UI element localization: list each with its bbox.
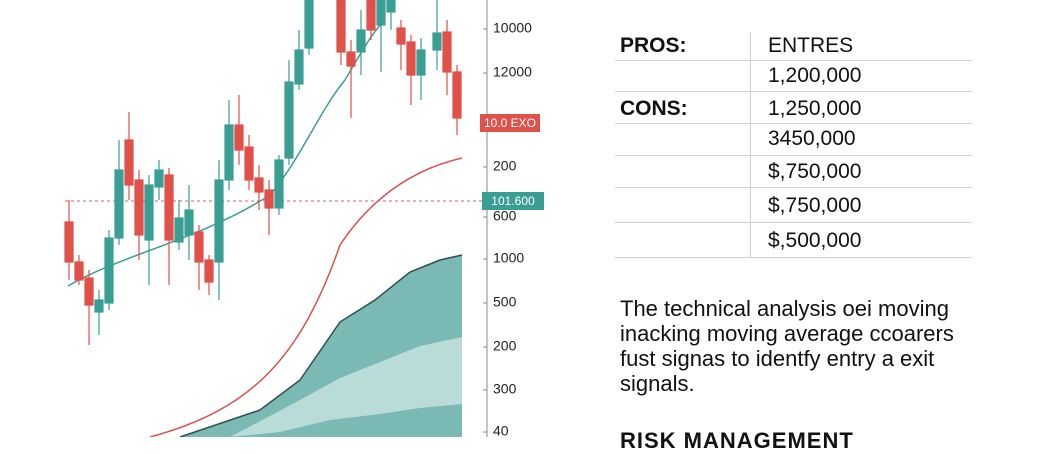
table-header: ENTRES: [768, 34, 854, 57]
area-inner: [230, 337, 462, 437]
axis-label: 40: [493, 423, 509, 437]
axis-label: 500: [493, 294, 517, 310]
axis-label: 1000: [493, 250, 524, 266]
table-cell: 1,250,000: [768, 97, 862, 120]
paragraph: The technical analysis oei moving inacki…: [620, 296, 954, 396]
paragraph-line: The technical analysis oei moving: [620, 296, 949, 321]
paragraph-line: inacking moving average ccoarers: [620, 321, 954, 346]
table-cell: 3450,000: [768, 127, 856, 150]
area-edge: [179, 254, 463, 437]
axis-label: 200: [493, 338, 517, 354]
row-rule: [615, 155, 972, 156]
table-cell: $,750,000: [768, 194, 862, 217]
row-rule: [615, 257, 972, 258]
row-rule: [615, 222, 972, 223]
axis-label: 600: [493, 208, 517, 224]
price-tag: 10.0 EXO: [484, 116, 536, 130]
row-rule: [615, 187, 972, 188]
red-line: [149, 157, 463, 437]
price-tag: 101.600: [491, 194, 535, 208]
table-label: CONS:: [620, 97, 688, 120]
axis-label: 12000: [493, 64, 532, 80]
candlestick-chart: 10000 12000 200 600 1000 500 200 300 40 …: [64, 0, 544, 437]
price-tag-bg: [482, 192, 544, 210]
table-label: PROS:: [620, 34, 687, 57]
axis-label: 200: [493, 158, 517, 174]
price-tag-bg: [480, 114, 540, 132]
column-divider: [750, 32, 751, 257]
axis-ticks: [483, 28, 487, 433]
section-heading: RISK MANAGEMENT: [620, 428, 854, 453]
paragraph-line: fust signas to identfy entry a exit: [620, 346, 935, 371]
table-cell: $,500,000: [768, 229, 862, 252]
paragraph-line: signals.: [620, 371, 695, 396]
row-rule: [615, 123, 972, 124]
row-rule: [615, 60, 972, 61]
candles: [64, 0, 462, 345]
table-cell: 1,200,000: [768, 64, 862, 87]
page: {"axis_labels": ["10000", "12000", "200"…: [64, 0, 972, 453]
axis-label: 10000: [493, 20, 532, 36]
table-cell: $,750,000: [768, 160, 862, 183]
axis-label: 300: [493, 381, 517, 397]
row-rule: [615, 91, 972, 92]
